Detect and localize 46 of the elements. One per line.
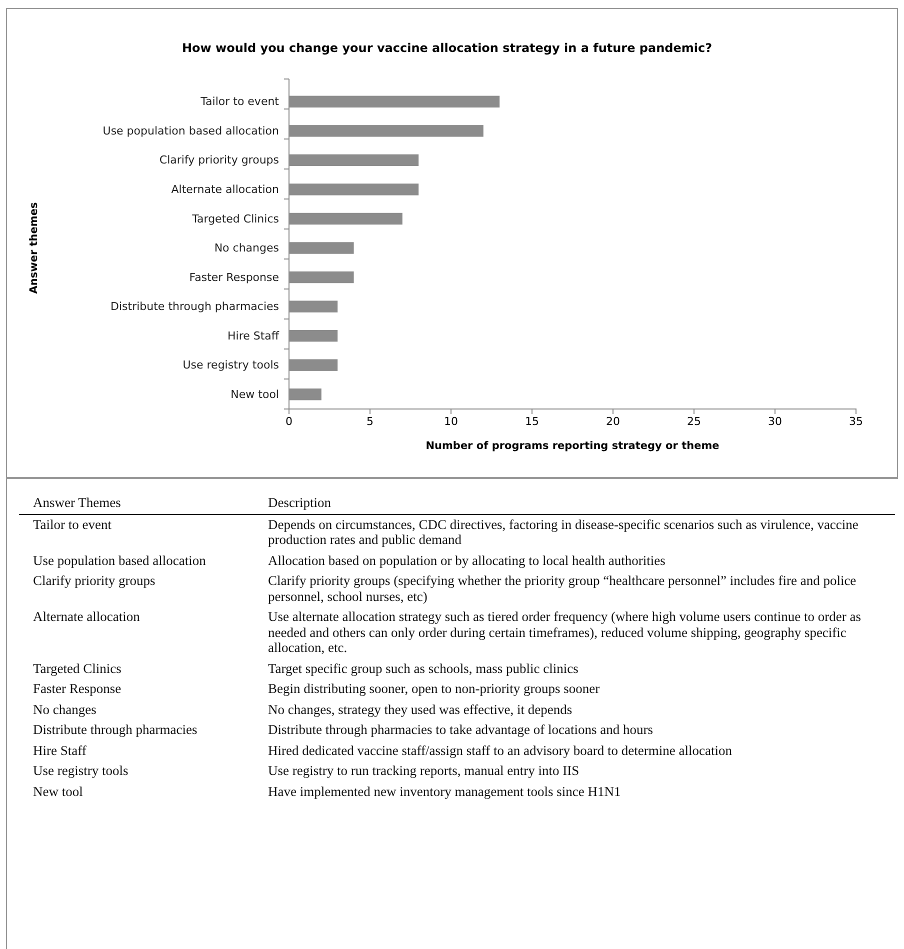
- x-tick-label: 35: [849, 414, 863, 428]
- text: Clarify priority groups (specifying whether the priority group “healthcare personnel” includes fire and police personnel, school nurses, etc): [267, 572, 858, 606]
- x-tick-label: 20: [606, 414, 620, 428]
- chart-title: How would you change your vaccine allocation strategy in a future pandemic?: [182, 41, 712, 55]
- text: Use population based allocation: [32, 552, 207, 570]
- text: Target specific group such as schools, mass public clinics: [267, 660, 580, 678]
- text: Use registry tools: [32, 762, 130, 780]
- x-tick-label: 25: [687, 414, 701, 428]
- text: No changes: [32, 700, 98, 719]
- text: Allocation based on population or by allocating to local health authorities: [267, 552, 666, 570]
- text: Alternate allocation: [32, 608, 141, 626]
- text: Tailor to event: [32, 516, 113, 534]
- text: New tool: [32, 782, 84, 801]
- y-tick-label: No changes: [214, 242, 280, 255]
- text: Begin distributing sooner, open to non-priority groups sooner: [267, 680, 601, 698]
- x-tick-label: 10: [444, 414, 458, 428]
- text: Targeted Clinics: [32, 660, 122, 678]
- x-tick-label: 0: [286, 414, 292, 428]
- text: Answer Themes: [19, 485, 254, 514]
- text: Clarify priority groups: [32, 572, 156, 590]
- text: Use alternate allocation strategy such as tiered order frequency (where high volume users continue to order as needed and others can only order during certain timeframes), reduced volume shipping, geography specific allocation, etc.: [267, 608, 862, 658]
- text: No changes, strategy they used was effective, it depends: [267, 700, 574, 719]
- text: Distribute through pharmacies: [32, 721, 198, 740]
- x-tick-label: 15: [525, 414, 539, 428]
- y-tick-label: Hire Staff: [228, 329, 280, 342]
- text: Depends on circumstances, CDC directives, factoring in disease-specific scenarios such as virulence, vaccine production rates and public demand: [267, 516, 860, 550]
- y-tick-label: Alternate allocation: [171, 182, 280, 196]
- x-tick-label: 30: [768, 414, 782, 428]
- text: Description: [254, 485, 895, 514]
- text: Hire Staff: [32, 742, 88, 760]
- x-tick-label: 5: [366, 414, 374, 428]
- y-axis-title: Answer themes: [28, 202, 40, 294]
- text: Have implemented new inventory management tools since H1N1: [267, 782, 622, 801]
- text: Use registry to run tracking reports, manual entry into IIS: [267, 762, 580, 780]
- y-tick-label: Faster Response: [189, 270, 280, 284]
- y-tick-label: Use population based allocation: [102, 124, 280, 138]
- text: Hired dedicated vaccine staff/assign staff to an advisory board to determine allocation: [267, 742, 733, 760]
- y-tick-label: Distribute through pharmacies: [110, 300, 280, 314]
- y-tick-label: Tailor to event: [200, 95, 280, 108]
- y-tick-label: Clarify priority groups: [159, 154, 280, 167]
- text: Faster Response: [32, 680, 122, 698]
- x-axis-title: Number of programs reporting strategy or theme: [426, 440, 720, 452]
- y-tick-label: New tool: [230, 388, 279, 401]
- y-tick-label: Use registry tools: [182, 358, 280, 372]
- y-tick-label: Targeted Clinics: [191, 212, 280, 226]
- text: Distribute through pharmacies to take advantage of locations and hours: [267, 721, 654, 740]
